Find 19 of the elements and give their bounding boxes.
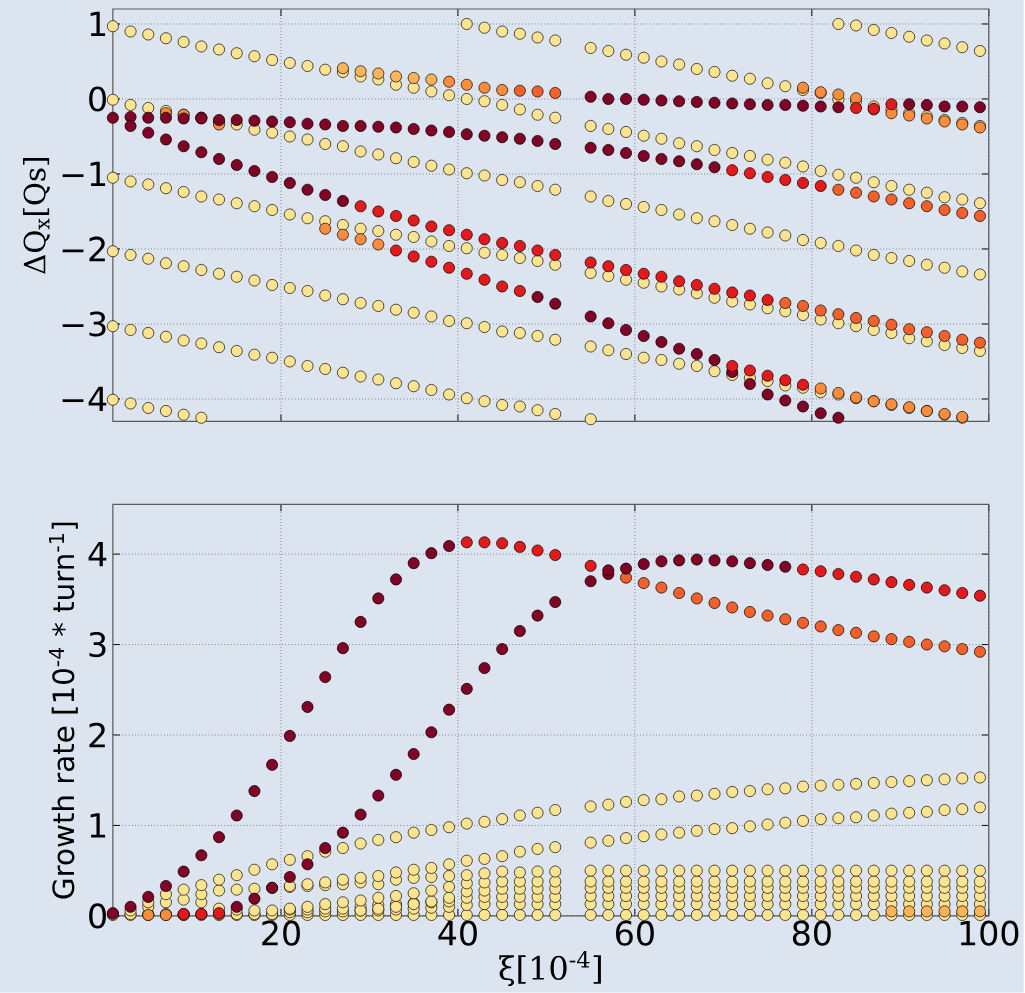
y-tick-label: 2	[89, 722, 105, 748]
x-tick-label: 60	[616, 920, 654, 946]
y-axis-title: ΔQ$_{x}$[Qs]	[22, 158, 50, 274]
x-tick-label: 20	[262, 920, 300, 946]
y-tick-label: −1	[62, 161, 106, 187]
x-axis-title: ξ[10$^{-4}$]	[499, 951, 601, 987]
y-axis-title: Growth rate [10$^{-4}$ * turn$^{-1}$]	[48, 522, 78, 899]
y-tick-label: −3	[62, 311, 106, 337]
y-tick-label: −4	[62, 386, 107, 412]
x-tick-label: 80	[792, 920, 831, 946]
y-tick-label: 1	[90, 813, 106, 838]
y-tick-label: 4	[88, 542, 107, 567]
y-tick-label: 0	[89, 903, 106, 929]
y-tick-label: 0	[89, 86, 106, 112]
y-tick-label: 1	[90, 11, 106, 37]
x-tick-label: 100	[960, 920, 1019, 946]
y-tick-label: −2	[62, 236, 105, 262]
x-tick-label: 40	[438, 920, 477, 946]
y-tick-label: 3	[89, 632, 106, 658]
